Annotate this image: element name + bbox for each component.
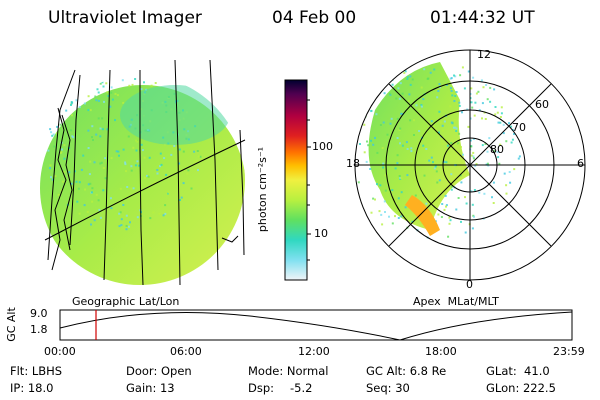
- orbit-time-1: 06:00: [170, 345, 202, 358]
- door-info: Door: Open: [126, 364, 192, 378]
- mlt-label-6: 6: [577, 157, 584, 170]
- date-label: 04 Feb 00: [272, 8, 357, 28]
- filter-info: Flt: LBHS: [10, 364, 63, 378]
- mode-info: Mode: Normal: [248, 364, 329, 378]
- apex-caption: Apex MLat/MLT: [413, 295, 499, 308]
- colorbar-strip: [284, 79, 308, 281]
- orbit-plot-frame: [59, 309, 573, 341]
- mlt-label-0: 0: [466, 278, 473, 291]
- time-label: 01:44:32 UT: [430, 8, 535, 28]
- colorbar-tick-100: 100: [312, 140, 333, 153]
- colorbar-unit-label: photon cm⁻²s⁻¹: [256, 146, 270, 233]
- altitude-curve: [59, 311, 573, 341]
- orbit-axis-title: GC Alt: [4, 307, 18, 342]
- orbit-time-3: 18:00: [425, 345, 457, 358]
- sequence-info: Seq: 30: [366, 381, 410, 395]
- geographic-caption: Geographic Lat/Lon: [72, 295, 180, 308]
- orbit-time-4: 23:59: [553, 345, 585, 358]
- geographic-map: [40, 59, 246, 286]
- glon-info: GLon: 222.5: [486, 381, 556, 395]
- dsp-label: Dsp:: [248, 381, 275, 395]
- mlat-label-60: 60: [535, 98, 549, 111]
- gc-altitude-info: GC Alt: 6.8 Re: [366, 364, 447, 378]
- mlat-label-70: 70: [512, 121, 526, 134]
- dsp-value: -5.2: [290, 381, 313, 395]
- gain-info: Gain: 13: [126, 381, 175, 395]
- glat-info: GLat: 41.0: [486, 364, 550, 378]
- colorbar-tick-10: 10: [314, 227, 328, 240]
- orbit-time-2: 12:00: [298, 345, 330, 358]
- orbit-ymax-label: 9.0: [30, 307, 48, 320]
- apex-polar-plot: [354, 49, 586, 281]
- ip-info: IP: 18.0: [10, 381, 54, 395]
- orbit-ymin-label: 1.8: [30, 323, 48, 336]
- mlt-label-12: 12: [477, 48, 491, 61]
- instrument-title: Ultraviolet Imager: [48, 8, 202, 28]
- mlt-label-18: 18: [346, 157, 360, 170]
- orbit-time-0: 00:00: [44, 345, 76, 358]
- mlat-label-80: 80: [490, 143, 504, 156]
